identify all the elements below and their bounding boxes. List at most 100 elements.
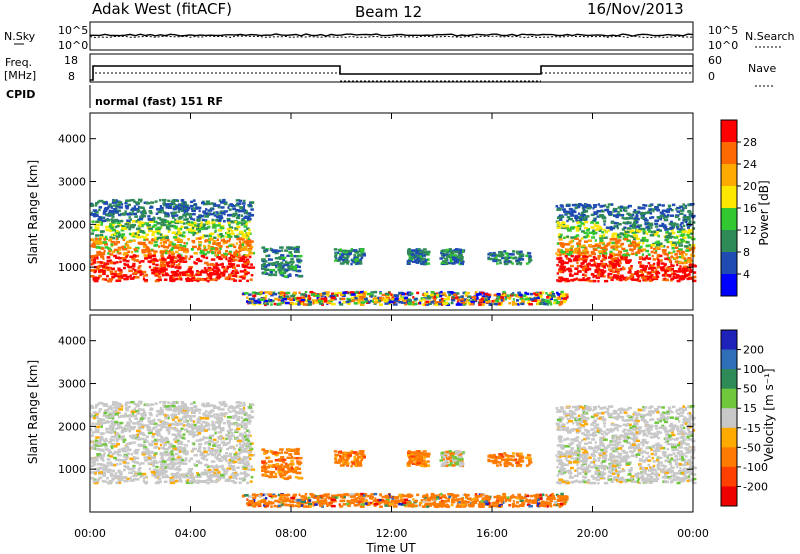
power-echo-cell <box>172 211 178 214</box>
power-echo-cell <box>566 295 569 299</box>
power-echo-cell <box>192 207 196 211</box>
power-echo-cell <box>263 265 268 268</box>
velocity-echo-cell <box>184 417 187 420</box>
power-echo-cell <box>232 207 237 211</box>
power-echo-cell <box>600 271 605 275</box>
power-echo-cell <box>128 232 132 236</box>
power-echo-cell <box>102 257 105 260</box>
power-echo-cell <box>238 213 241 217</box>
power-echo-cell <box>601 216 607 220</box>
velocity-echo-cell <box>180 427 184 431</box>
power-echo-cell <box>124 244 130 247</box>
velocity-echo-cell <box>175 436 178 439</box>
power-echo-cell <box>603 256 608 260</box>
power-echo-cell <box>269 247 272 251</box>
power-echo-cell <box>148 265 152 269</box>
velocity-echo-cell <box>235 401 241 404</box>
power-echo-cell <box>95 220 100 224</box>
velocity-echo-cell <box>193 405 197 408</box>
power-echo-cell <box>519 258 523 261</box>
velocity-echo-cell <box>118 435 124 439</box>
power-echo-cell <box>170 279 175 283</box>
power-echo-cell <box>638 228 642 231</box>
velocity-echo-cell <box>219 449 222 453</box>
power-echo-cell <box>640 274 644 277</box>
power-echo-cell <box>647 210 652 214</box>
power-echo-cell <box>155 228 158 231</box>
velocity-echo-cell <box>174 420 177 424</box>
power-echo-cell <box>357 253 361 257</box>
power-echo-cell <box>152 266 157 270</box>
power-echo-cell <box>563 236 566 240</box>
velocity-echo-cell <box>109 461 112 465</box>
power-echo-cell <box>642 278 646 281</box>
power-echo-cell <box>688 222 692 225</box>
velocity-echo-cell <box>191 433 195 437</box>
velocity-echo-cell <box>227 454 232 457</box>
power-echo-cell <box>192 218 196 221</box>
power-echo-cell <box>584 220 589 224</box>
velocity-echo-cell <box>190 481 194 484</box>
power-echo-cell <box>558 276 564 280</box>
power-echo-cell <box>250 201 255 204</box>
power-echo-cell <box>678 252 684 256</box>
power-echo-cell <box>683 268 688 272</box>
velocity-echo-cell <box>153 442 158 446</box>
power-echo-cell <box>685 249 690 252</box>
power-echo-cell <box>171 263 175 266</box>
power-echo-cell <box>137 198 143 202</box>
power-echo-cell <box>556 279 559 282</box>
power-echo-cell <box>94 226 100 230</box>
power-echo-cell <box>686 233 690 237</box>
power-echo-cell <box>158 245 161 248</box>
velocity-echo-cell <box>186 479 190 482</box>
power-echo-cell <box>336 259 341 262</box>
power-echo-cell <box>591 219 597 223</box>
velocity-echo-cell <box>156 429 161 433</box>
power-echo-cell <box>225 249 229 253</box>
power-echo-cell <box>603 275 606 278</box>
velocity-echo-cell <box>121 449 125 453</box>
power-echo-cell <box>521 299 525 303</box>
power-echo-cell <box>236 202 242 205</box>
power-echo-cell <box>288 247 293 250</box>
power-echo-cell <box>361 299 364 302</box>
power-echo-cell <box>169 276 173 280</box>
power-echo-cell <box>435 295 438 299</box>
velocity-echo-cell <box>210 470 215 473</box>
velocity-echo-cell <box>228 452 233 456</box>
velocity-echo-cell <box>93 447 97 450</box>
power-echo-cell <box>616 226 619 230</box>
power-echo-cell <box>565 293 569 297</box>
power-echo-cell <box>411 260 416 263</box>
power-echo-cell <box>94 242 99 245</box>
power-echo-cell <box>456 297 459 301</box>
power-echo-cell <box>242 274 247 278</box>
velocity-echo-cell <box>142 409 146 413</box>
power-echo-cell <box>147 256 152 259</box>
power-echo-cell <box>671 224 676 228</box>
power-echo-cell <box>578 227 582 231</box>
power-echo-cell <box>188 265 194 269</box>
power-echo-cell <box>615 243 619 247</box>
power-echo-cell <box>502 292 507 295</box>
power-echo-cell <box>356 261 360 265</box>
velocity-echo-cell <box>163 480 168 484</box>
power-echo-cell <box>243 225 248 228</box>
power-echo-cell <box>212 265 215 269</box>
power-echo-cell <box>154 243 159 247</box>
power-echo-cell <box>151 271 155 275</box>
power-echo-cell <box>200 254 206 258</box>
power-echo-cell <box>640 227 646 231</box>
power-echo-cell <box>97 200 100 204</box>
power-echo-cell <box>198 243 202 247</box>
power-echo-cell <box>209 277 213 280</box>
power-echo-cell <box>239 206 243 210</box>
power-echo-cell <box>272 268 276 272</box>
velocity-echo-cell <box>141 472 147 476</box>
power-echo-cell <box>503 260 506 264</box>
power-echo-cell <box>664 271 667 275</box>
power-echo-cell <box>659 266 664 269</box>
power-echo-cell <box>381 296 385 300</box>
power-echo-cell <box>414 259 418 262</box>
